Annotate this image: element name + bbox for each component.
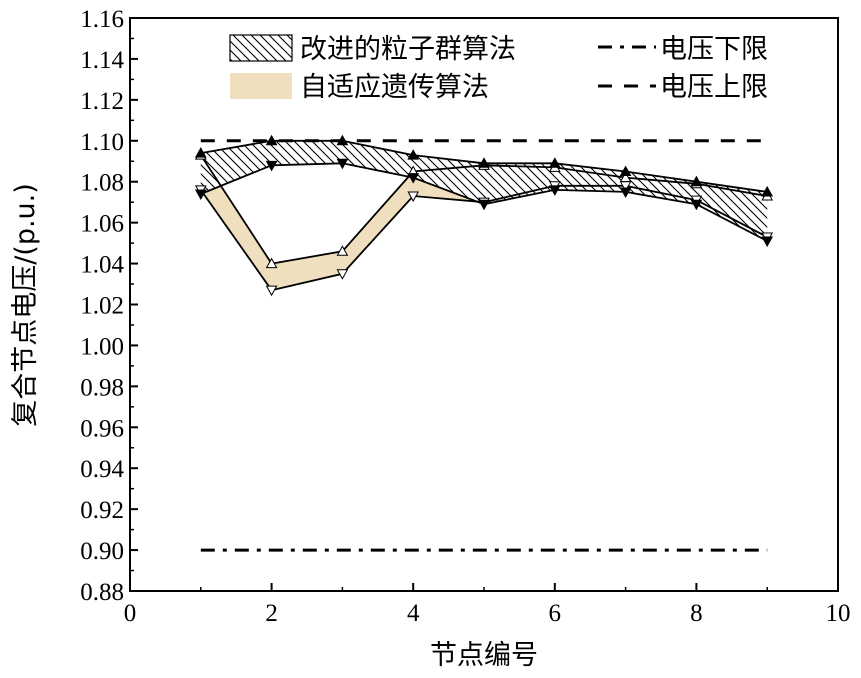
y-tick-label: 0.94: [80, 456, 124, 483]
pso-lower-point: [336, 158, 349, 170]
y-tick-label: 0.96: [80, 415, 124, 442]
pso-lower-point: [690, 199, 703, 211]
pso-upper-point: [690, 175, 703, 187]
ga-lower-point: [265, 285, 278, 297]
x-axis: 0 2 4 6 8 10: [124, 583, 851, 627]
pso-upper-point: [194, 147, 207, 158]
ga-lower-point: [407, 191, 420, 203]
pso-upper-point: [336, 134, 349, 146]
pso-band: [200, 140, 768, 242]
pso-lower-point: [548, 185, 561, 196]
x-tick-label: 2: [265, 600, 278, 627]
y-tick-label: 1.10: [80, 129, 124, 156]
y-tick-label: 1.00: [80, 333, 124, 360]
pso-upper-point: [619, 165, 632, 176]
legend: 改进的粒子群算法 自适应遗传算法 电压下限 电压上限: [229, 34, 768, 103]
pso-lower-point: [265, 160, 278, 172]
pso-lower-point: [478, 199, 490, 211]
pso-upper-point: [548, 157, 561, 168]
pso-upper-point: [761, 185, 774, 197]
pso-lower-point: [761, 236, 774, 248]
x-axis-label: 节点编号: [430, 640, 538, 671]
y-tick-label: 1.12: [80, 88, 124, 115]
x-tick-label: 0: [124, 600, 137, 627]
y-tick-label: 0.98: [80, 374, 124, 401]
ga-lower-point: [336, 269, 349, 280]
legend-swatch-ga: [230, 73, 292, 99]
legend-label-lower: 电压下限: [660, 34, 768, 65]
y-tick-label: 1.04: [80, 252, 124, 279]
y-tick-label: 0.90: [80, 538, 124, 565]
y-tick-label: 0.92: [80, 497, 124, 524]
y-axis-label: 复合节点电压/(p.u.): [10, 183, 41, 427]
pso-lower-point: [194, 189, 207, 201]
y-tick-label: 1.08: [80, 170, 124, 197]
legend-label-pso: 改进的粒子群算法: [300, 34, 516, 65]
plot-frame: [129, 17, 839, 592]
pso-lower-point: [619, 187, 632, 198]
pso-upper-point: [407, 149, 420, 160]
y-tick-label: 1.14: [80, 47, 124, 74]
pso-lower-point: [407, 173, 420, 184]
ga-lower-point: [619, 181, 632, 192]
x-tick-label: 8: [690, 600, 703, 627]
plot-content: [194, 134, 774, 552]
x-tick-label: 6: [549, 600, 562, 627]
y-tick-label: 1.02: [80, 293, 124, 320]
x-tick-label: 10: [826, 600, 851, 627]
legend-label-upper: 电压上限: [660, 72, 768, 103]
pso-upper-point: [265, 134, 278, 146]
ga-upper-point: [336, 245, 349, 256]
y-tick-label: 1.16: [80, 6, 124, 33]
ga-upper-point: [265, 257, 278, 269]
y-tick-label: 0.88: [80, 579, 124, 606]
legend-label-ga: 自适应遗传算法: [300, 72, 489, 103]
pso-upper-point: [478, 157, 490, 168]
ga-band: [200, 155, 768, 291]
y-axis: 0.88 0.90 0.92 0.94 0.96 0.98 1.00 1.02 1.04 1.06…: [80, 6, 138, 606]
y-tick-label: 1.06: [80, 211, 124, 238]
legend-swatch-pso: [229, 34, 293, 62]
x-tick-label: 4: [407, 600, 420, 627]
